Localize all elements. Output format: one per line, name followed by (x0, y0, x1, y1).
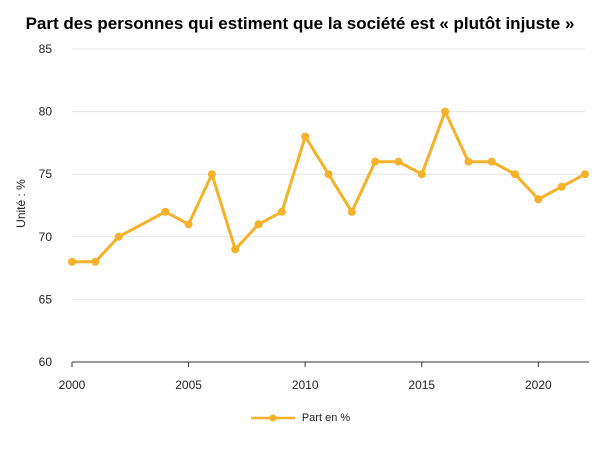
data-point-2005 (184, 220, 193, 229)
series-group (68, 107, 589, 266)
x-tick-labels: 2000 2005 2010 2015 2020 (59, 378, 552, 392)
data-point-2015 (417, 170, 426, 179)
x-tick-2020: 2020 (525, 378, 552, 392)
legend-item-part[interactable]: Part en % (250, 412, 350, 424)
series-line-0 (72, 110, 586, 264)
data-point-2010 (301, 132, 310, 141)
data-point-2000 (68, 257, 76, 266)
data-point-2020 (534, 195, 543, 204)
data-point-2011 (324, 170, 333, 179)
data-point-2022 (581, 170, 589, 179)
y-tick-70: 70 (39, 230, 53, 244)
data-point-2016 (441, 107, 450, 116)
data-point-2001 (91, 257, 100, 266)
data-point-2019 (511, 170, 520, 179)
data-point-2008 (254, 220, 263, 229)
data-point-2021 (557, 182, 566, 191)
y-tick-85: 85 (39, 42, 53, 56)
y-tick-labels: 60 65 70 75 80 85 (39, 42, 53, 369)
data-point-2004 (161, 207, 170, 216)
data-point-2006 (207, 170, 216, 179)
y-tick-75: 75 (39, 167, 53, 181)
data-point-2007 (231, 245, 240, 254)
x-tick-2010: 2010 (292, 378, 319, 392)
legend[interactable]: Part en % (0, 412, 600, 426)
y-tick-65: 65 (39, 292, 53, 306)
x-tick-2015: 2015 (408, 378, 435, 392)
legend-line-marker-icon (250, 414, 295, 422)
data-point-2018 (487, 157, 496, 166)
x-tick-2000: 2000 (59, 378, 86, 392)
x-tick-2005: 2005 (175, 378, 202, 392)
legend-label: Part en % (301, 412, 351, 424)
data-point-2014 (394, 157, 403, 166)
y-tick-60: 60 (39, 355, 53, 369)
axes (71, 361, 589, 367)
y-tick-80: 80 (39, 105, 53, 119)
data-point-2009 (277, 207, 286, 216)
data-point-2002 (114, 232, 123, 241)
data-point-2017 (464, 157, 473, 166)
chart-title: Part des personnes qui estiment que la s… (25, 14, 575, 33)
data-point-2012 (347, 207, 356, 216)
data-point-2013 (371, 157, 380, 166)
y-axis-title: Unité : % (14, 179, 28, 228)
